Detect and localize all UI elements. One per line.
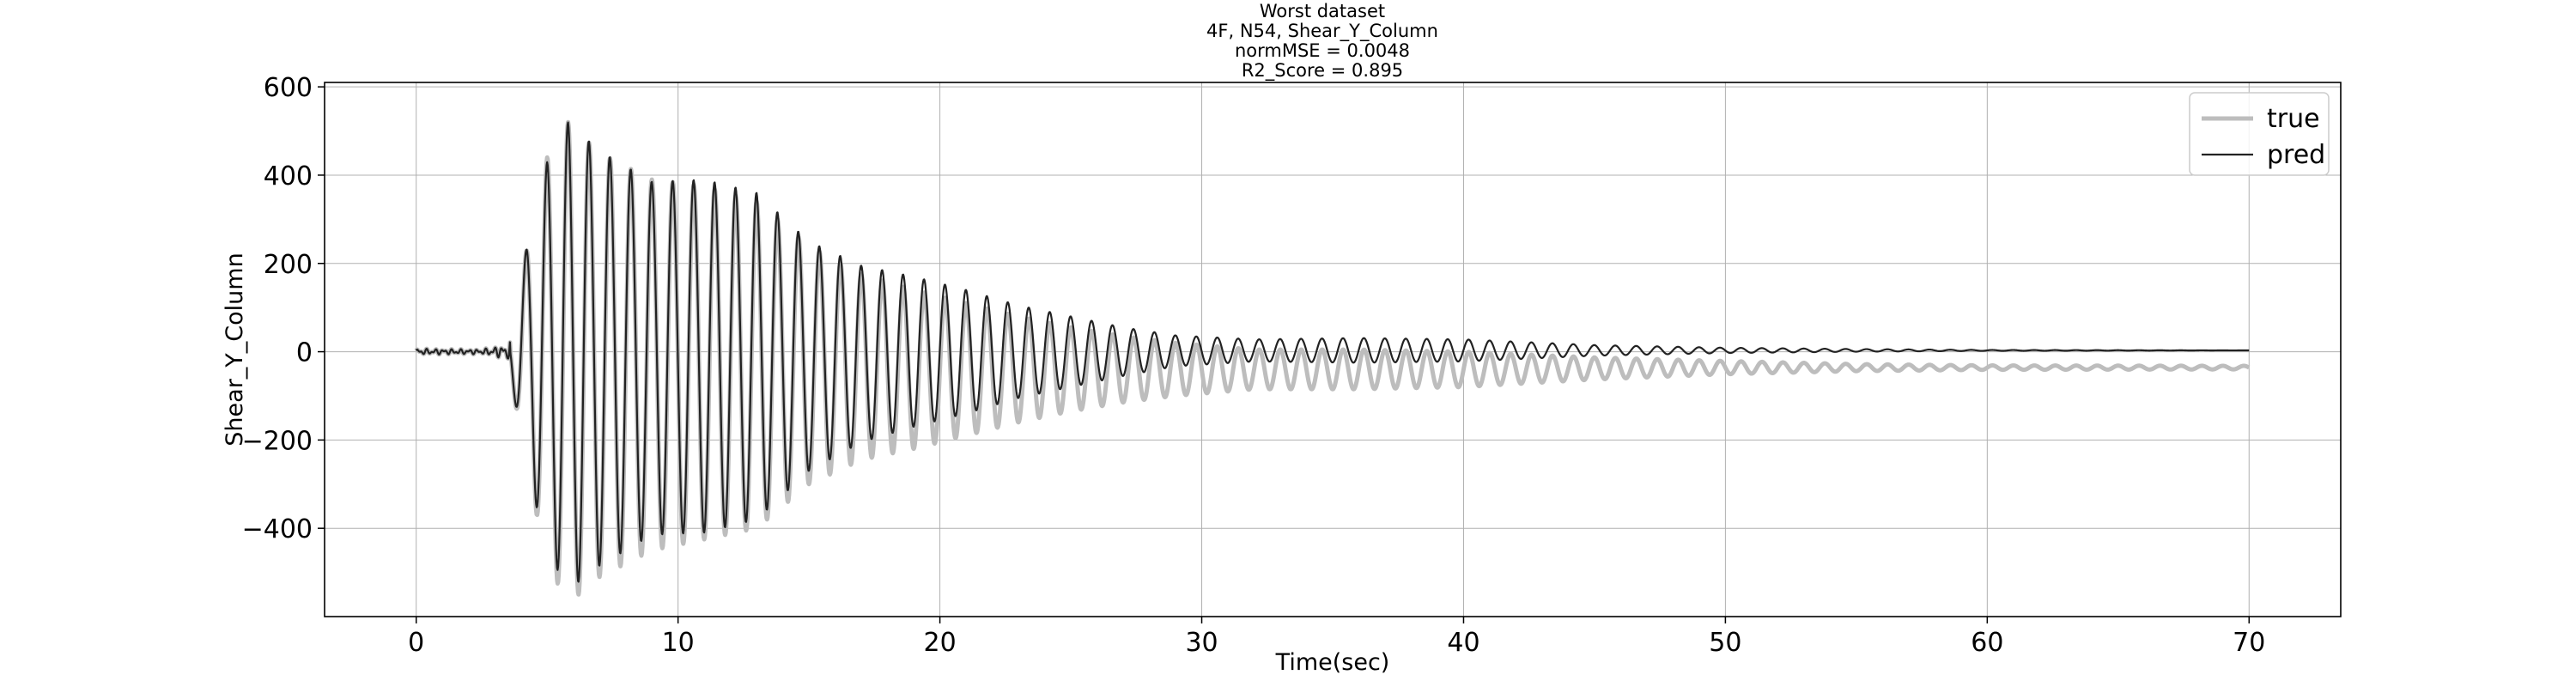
y-tick-label: 600 <box>264 73 313 103</box>
title-line-4: R2_Score = 0.895 <box>1242 60 1403 82</box>
x-axis-label: Time(sec) <box>1275 649 1390 676</box>
x-tick-label: 10 <box>662 628 695 658</box>
x-tick-label: 0 <box>408 628 424 658</box>
y-tick-label: 0 <box>296 338 313 368</box>
x-tick-label: 60 <box>1971 628 2003 658</box>
y-axis-label: Shear_Y_Column <box>222 252 248 446</box>
y-axis-ticks: −400 −200 0 200 400 600 <box>242 73 325 544</box>
title-line-3: normMSE = 0.0048 <box>1235 40 1410 61</box>
y-tick-label: 200 <box>264 250 313 280</box>
y-tick-label: 400 <box>264 161 313 192</box>
chart-title: Worst dataset 4F, N54, Shear_Y_Column no… <box>1206 1 1438 82</box>
series-true-line <box>414 119 2251 597</box>
y-tick-label: −400 <box>242 514 313 544</box>
series-pred-line <box>415 121 2250 583</box>
plot-area-frame <box>324 82 2342 617</box>
x-tick-label: 20 <box>924 628 957 658</box>
title-line-1: Worst dataset <box>1260 1 1385 21</box>
y-gridlines <box>325 86 2341 529</box>
x-tick-label: 40 <box>1447 628 1479 658</box>
x-axis-ticks: 0 10 20 30 40 50 60 70 <box>408 617 2265 658</box>
x-tick-label: 30 <box>1185 628 1218 658</box>
legend-label-true: true <box>2267 104 2320 134</box>
title-line-2: 4F, N54, Shear_Y_Column <box>1206 21 1438 42</box>
legend-label-pred: pred <box>2267 140 2325 170</box>
series-layer <box>414 119 2251 597</box>
x-tick-label: 50 <box>1709 628 1741 658</box>
y-tick-label: −200 <box>242 426 313 456</box>
legend: true pred <box>2189 92 2330 176</box>
x-tick-label: 70 <box>2233 628 2265 658</box>
